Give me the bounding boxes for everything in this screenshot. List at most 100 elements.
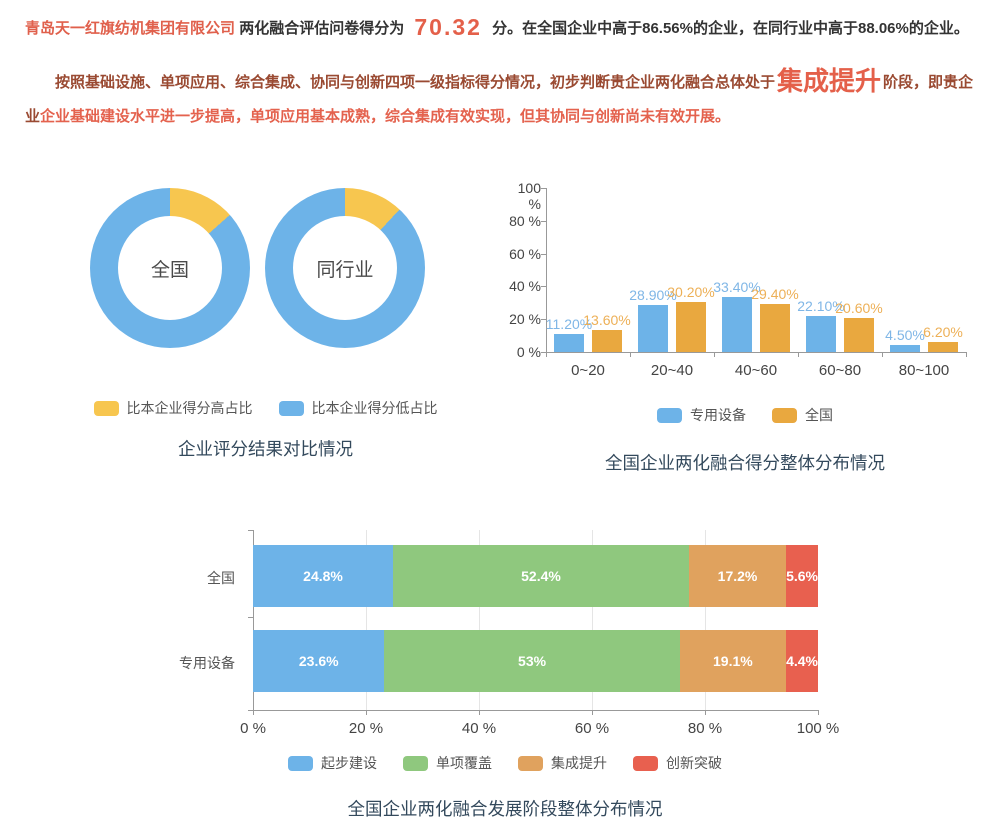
x-axis-label: 0 % <box>240 720 266 737</box>
y-axis-tick <box>248 530 253 531</box>
bar-专用设备-80~100 <box>890 344 920 352</box>
donut-legend: 比本企业得分高占比 比本企业得分低占比 <box>88 398 443 418</box>
legend-item-创新突破[interactable]: 创新突破 <box>633 753 722 773</box>
y-axis-tick <box>541 319 546 321</box>
y-axis-label: 80 % <box>509 212 541 229</box>
legend-item-全国[interactable]: 全国 <box>772 405 833 425</box>
bar-全国-60~80 <box>844 318 874 352</box>
x-axis-label: 80 % <box>687 720 723 737</box>
donut-同行业: 同行业 <box>265 188 425 348</box>
legend-item-集成提升[interactable]: 集成提升 <box>518 753 607 773</box>
x-axis-tick <box>546 352 547 357</box>
legend-item-单项覆盖[interactable]: 单项覆盖 <box>403 753 492 773</box>
x-axis-label: 60 % <box>574 720 610 737</box>
legend-label: 起步建设 <box>321 755 377 771</box>
y-axis-tick <box>541 188 546 189</box>
legend-item-比本企业得分高占比[interactable]: 比本企业得分高占比 <box>93 398 253 418</box>
gridline <box>592 530 593 710</box>
donut-chart-title: 企业评分结果对比情况 <box>178 439 353 459</box>
company-name: 青岛天一红旗纺机集团有限公司 <box>25 20 236 37</box>
x-axis-tick <box>253 710 254 715</box>
row-label: 专用设备 <box>179 655 235 671</box>
stacked-chart-title: 全国企业两化融合发展阶段整体分布情况 <box>347 799 663 819</box>
bar-全国-0~20 <box>592 329 622 352</box>
bar-value-label: 6.20% <box>923 323 963 340</box>
bar-plot-area <box>546 188 967 353</box>
legend-label: 专用设备 <box>690 407 746 423</box>
gridline <box>479 530 480 710</box>
category-label: 20~40 <box>650 362 694 379</box>
x-axis-tick <box>366 710 367 715</box>
y-axis-tick <box>248 617 253 618</box>
bar-value-label: 30.20% <box>667 284 715 301</box>
segment-起步建设: 24.8% <box>253 545 394 607</box>
legend-label: 比本企业得分低占比 <box>311 400 438 416</box>
legend-item-比本企业得分低占比[interactable]: 比本企业得分低占比 <box>278 398 438 418</box>
bar-value-label: 33.40% <box>713 279 761 296</box>
legend-swatch <box>633 755 658 771</box>
y-axis-tick <box>248 710 253 711</box>
category-label: 60~80 <box>818 362 862 379</box>
bar-chart-title: 全国企业两化融合得分整体分布情况 <box>605 453 885 473</box>
bar-value-label: 22.10% <box>797 297 845 314</box>
category-label: 0~20 <box>571 362 605 379</box>
x-axis-tick <box>818 710 819 715</box>
bar-value-label: 29.40% <box>751 285 799 302</box>
donut-全国: 全国 <box>90 188 250 348</box>
donut-hole: 全国 <box>118 216 222 320</box>
y-axis-label: 0 % <box>516 344 541 360</box>
segment-起步建设: 23.6% <box>253 630 385 692</box>
legend-swatch <box>278 400 304 416</box>
stacked-plot-area <box>253 530 819 711</box>
legend-swatch <box>657 407 682 423</box>
legend-swatch <box>518 755 543 771</box>
legend-item-起步建设[interactable]: 起步建设 <box>288 753 377 773</box>
segment-单项覆盖: 53% <box>384 630 680 692</box>
segment-创新突破: 5.6% <box>786 545 818 607</box>
y-axis-tick <box>541 286 546 288</box>
score-compare-chart: 全国 同行业 比本企业得分高占比 比本企业得分低占比 企业评分结果对比情况 <box>88 180 443 470</box>
legend-label: 创新突破 <box>666 755 722 771</box>
bar-value-label: 4.50% <box>885 326 925 343</box>
segment-单项覆盖: 52.4% <box>393 545 689 607</box>
score-value: 70.32 <box>414 14 482 40</box>
y-axis-tick <box>541 352 546 353</box>
category-label: 40~60 <box>734 362 778 379</box>
bar-全国-80~100 <box>928 341 958 352</box>
bar-专用设备-0~20 <box>554 333 584 352</box>
stacked-row-专用设备: 23.6% 53% 19.1% 4.4% <box>253 630 818 692</box>
score-suffix: 分。在全国企业中高于86.56%的企业，在同行业中高于88.06%的企业。 <box>492 20 969 37</box>
category-label: 80~100 <box>898 362 950 379</box>
x-axis-tick <box>592 710 593 715</box>
x-axis-label: 100 % <box>796 720 840 737</box>
legend-label: 单项覆盖 <box>436 755 492 771</box>
x-axis-tick <box>705 710 706 715</box>
analysis-part2: 阶段，即贵企业 <box>25 74 974 125</box>
gridline <box>705 530 706 710</box>
legend-item-专用设备[interactable]: 专用设备 <box>657 405 746 425</box>
bar-专用设备-60~80 <box>806 315 836 352</box>
stacked-row-全国: 24.8% 52.4% 17.2% 5.6% <box>253 545 818 607</box>
bar-value-label: 11.20% <box>545 315 593 332</box>
analysis-part1: 按照基础设施、单项应用、综合集成、协同与创新四项一级指标得分情况，初步判断贵企业… <box>55 74 776 91</box>
x-axis-tick <box>966 352 967 357</box>
y-axis-label: 20 % <box>509 311 541 328</box>
bar-专用设备-40~60 <box>722 297 752 352</box>
legend-label: 比本企业得分高占比 <box>126 400 253 416</box>
x-axis-tick <box>882 352 883 357</box>
legend-label: 集成提升 <box>551 755 607 771</box>
bar-全国-20~40 <box>676 302 706 352</box>
x-axis-tick <box>479 710 480 715</box>
x-axis-tick <box>630 352 631 357</box>
y-axis-tick <box>541 220 546 222</box>
segment-集成提升: 17.2% <box>688 545 787 607</box>
bar-value-label: 20.60% <box>835 300 883 317</box>
bar-全国-40~60 <box>760 303 790 352</box>
row-label: 全国 <box>207 570 235 586</box>
analysis-part3: 企业基础建设水平进一步提高，单项应用基本成熟，综合集成有效实现，但其协同与创新尚… <box>40 108 731 125</box>
score-distribution-chart: 100 % 80 % 60 % 40 % 20 % 0 % 0~20 20~40 40~60 60… <box>505 180 985 480</box>
x-axis-label: 40 % <box>461 720 497 737</box>
legend-label: 全国 <box>805 407 833 423</box>
summary-line: 青岛天一红旗纺机集团有限公司 两化融合评估问卷得分为 70.32 分。在全国企业… <box>25 14 985 42</box>
